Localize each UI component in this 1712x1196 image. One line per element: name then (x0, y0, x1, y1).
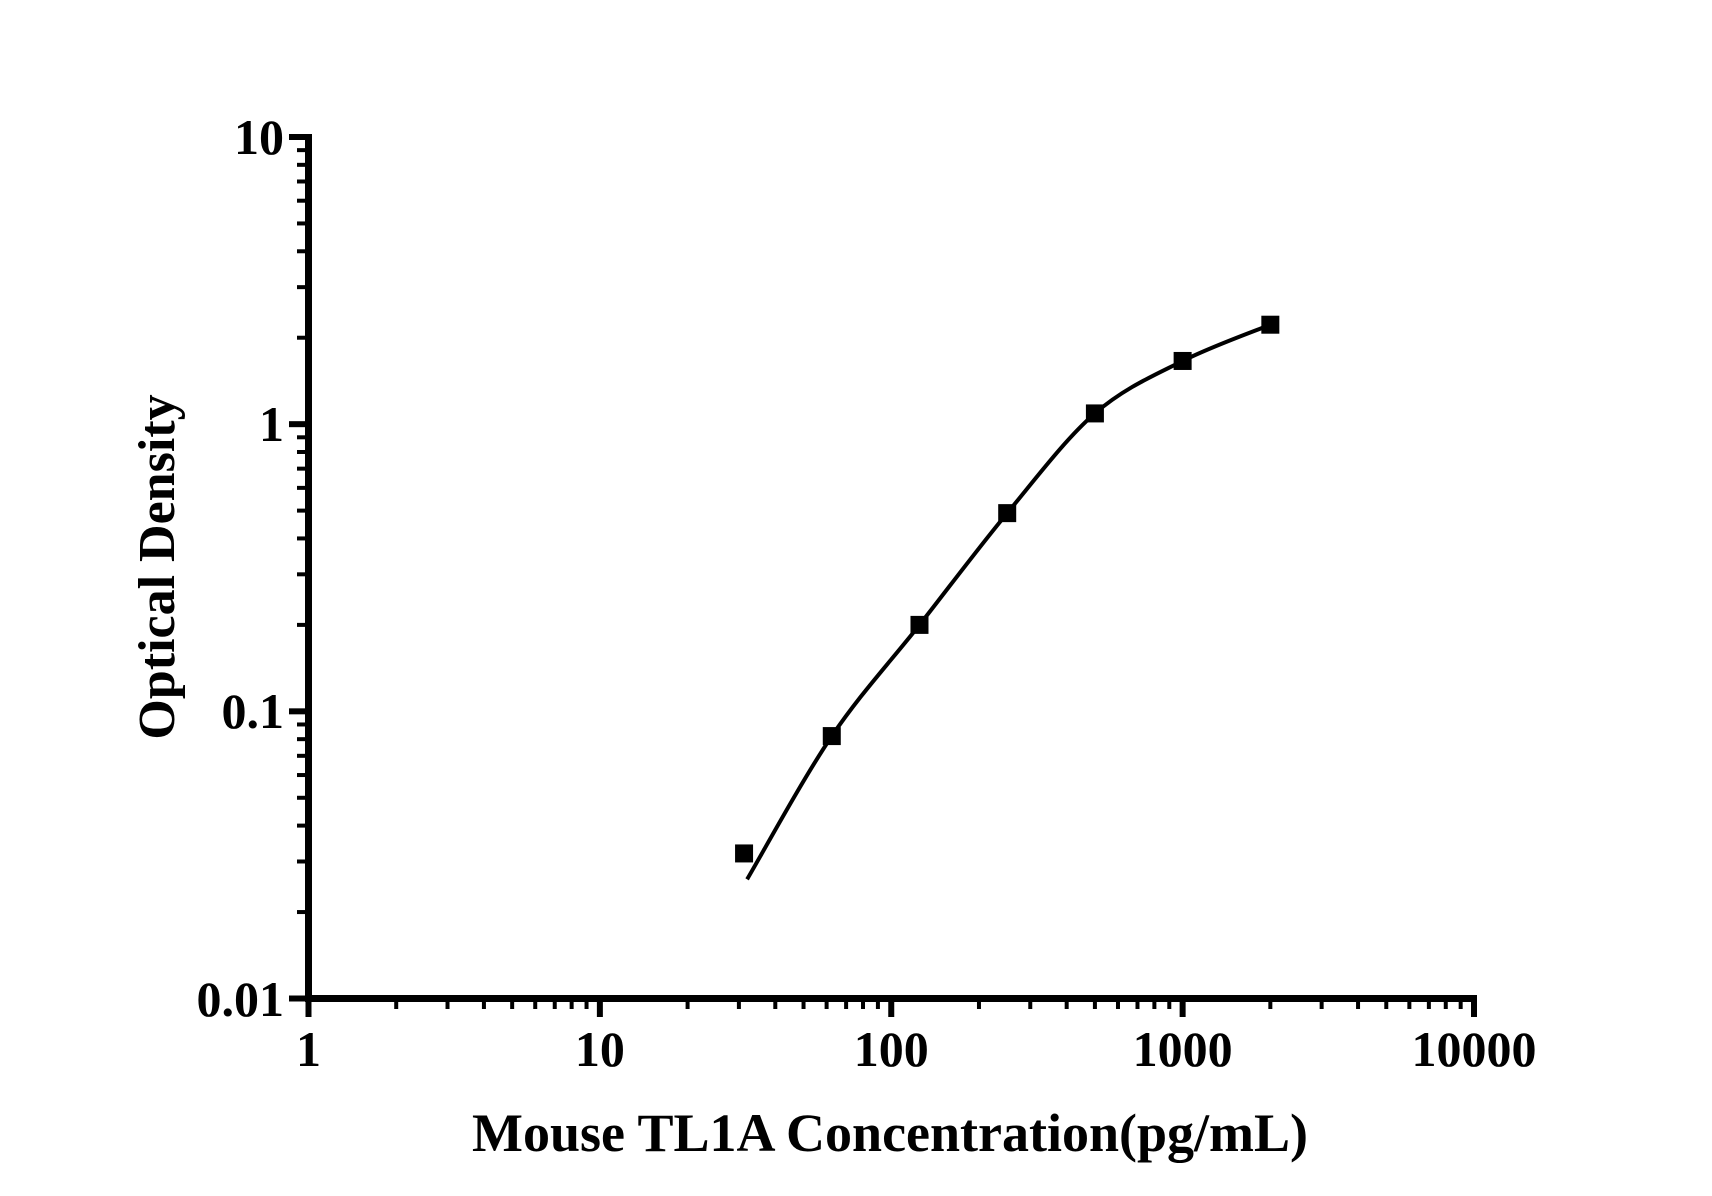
x-minor-tick (1135, 1001, 1140, 1009)
y-minor-tick (297, 795, 306, 800)
y-axis-spine (305, 134, 312, 1002)
x-minor-tick (1319, 1001, 1324, 1009)
x-minor-tick (801, 1001, 806, 1009)
x-minor-tick (824, 1001, 829, 1009)
x-minor-tick (394, 1001, 399, 1009)
x-tick-label: 10000 (1411, 1021, 1537, 1077)
y-minor-tick (297, 859, 306, 864)
x-axis-title: Mouse TL1A Concentration(pg/mL) (471, 1103, 1309, 1163)
x-minor-tick (1384, 1001, 1389, 1009)
y-minor-tick (297, 536, 306, 541)
x-minor-tick (1092, 1001, 1097, 1009)
x-minor-tick (1407, 1001, 1412, 1009)
y-minor-tick (297, 485, 306, 490)
y-tick-label: 1 (259, 396, 284, 453)
x-minor-tick (1167, 1001, 1172, 1009)
y-minor-tick (297, 162, 306, 167)
x-tick-label: 10 (574, 1021, 625, 1077)
y-minor-tick (297, 249, 306, 254)
x-tick-label: 100 (853, 1021, 929, 1077)
x-minor-tick (1443, 1001, 1448, 1009)
x-minor-tick (552, 1001, 557, 1009)
x-minor-tick (1426, 1001, 1431, 1009)
y-minor-tick (297, 753, 306, 758)
y-minor-tick (297, 773, 306, 778)
data-point-marker (998, 504, 1017, 523)
x-minor-tick (1356, 1001, 1361, 1009)
x-tick-label: 1 (296, 1021, 321, 1077)
x-minor-tick (736, 1001, 741, 1009)
x-minor-tick (584, 1001, 589, 1009)
data-point-marker (1085, 404, 1104, 423)
data-point-marker (822, 727, 841, 746)
y-minor-tick (297, 285, 306, 290)
y-tick-label: 0.1 (221, 683, 285, 740)
standard-curve-line (745, 322, 1272, 881)
x-major-tick (305, 1001, 312, 1017)
x-major-tick (1179, 1001, 1186, 1017)
data-point-marker (1261, 315, 1280, 334)
x-minor-tick (1064, 1001, 1069, 1009)
y-minor-tick (297, 508, 306, 513)
x-minor-tick (1268, 1001, 1273, 1009)
x-minor-tick (1458, 1001, 1463, 1009)
y-minor-tick (297, 910, 306, 915)
x-minor-tick (510, 1001, 515, 1009)
y-major-tick (289, 708, 306, 715)
x-minor-tick (861, 1001, 866, 1009)
y-major-tick (289, 995, 306, 1002)
x-minor-tick (1152, 1001, 1157, 1009)
x-minor-tick (1028, 1001, 1033, 1009)
data-point-marker (910, 615, 929, 634)
y-minor-tick (297, 179, 306, 184)
x-minor-tick (875, 1001, 880, 1009)
y-minor-tick (297, 737, 306, 742)
x-minor-tick (533, 1001, 538, 1009)
y-major-tick (289, 421, 306, 428)
x-minor-tick (445, 1001, 450, 1009)
y-minor-tick (297, 435, 306, 440)
x-minor-tick (844, 1001, 849, 1009)
x-major-tick (1471, 1001, 1477, 1017)
y-minor-tick (297, 466, 306, 471)
y-minor-tick (297, 335, 306, 340)
y-minor-tick (297, 148, 306, 153)
y-minor-tick (297, 221, 306, 226)
x-minor-tick (481, 1001, 486, 1009)
data-point-marker (735, 844, 754, 863)
x-minor-tick (773, 1001, 778, 1009)
x-major-tick (596, 1001, 603, 1017)
x-minor-tick (569, 1001, 574, 1009)
data-point-marker (1173, 351, 1192, 370)
y-tick-label: 0.01 (196, 970, 285, 1027)
y-tick-label: 10 (234, 109, 284, 165)
x-tick-label: 1000 (1132, 1021, 1233, 1077)
x-minor-tick (685, 1001, 690, 1009)
y-minor-tick (297, 449, 306, 454)
x-minor-tick (976, 1001, 981, 1009)
y-minor-tick (297, 722, 306, 727)
x-axis-spine (305, 995, 1477, 1002)
x-major-tick (888, 1001, 895, 1017)
y-major-tick (289, 134, 306, 140)
y-minor-tick (297, 823, 306, 828)
y-minor-tick (297, 198, 306, 203)
x-minor-tick (1115, 1001, 1120, 1009)
y-minor-tick (297, 572, 306, 577)
y-minor-tick (297, 622, 306, 627)
